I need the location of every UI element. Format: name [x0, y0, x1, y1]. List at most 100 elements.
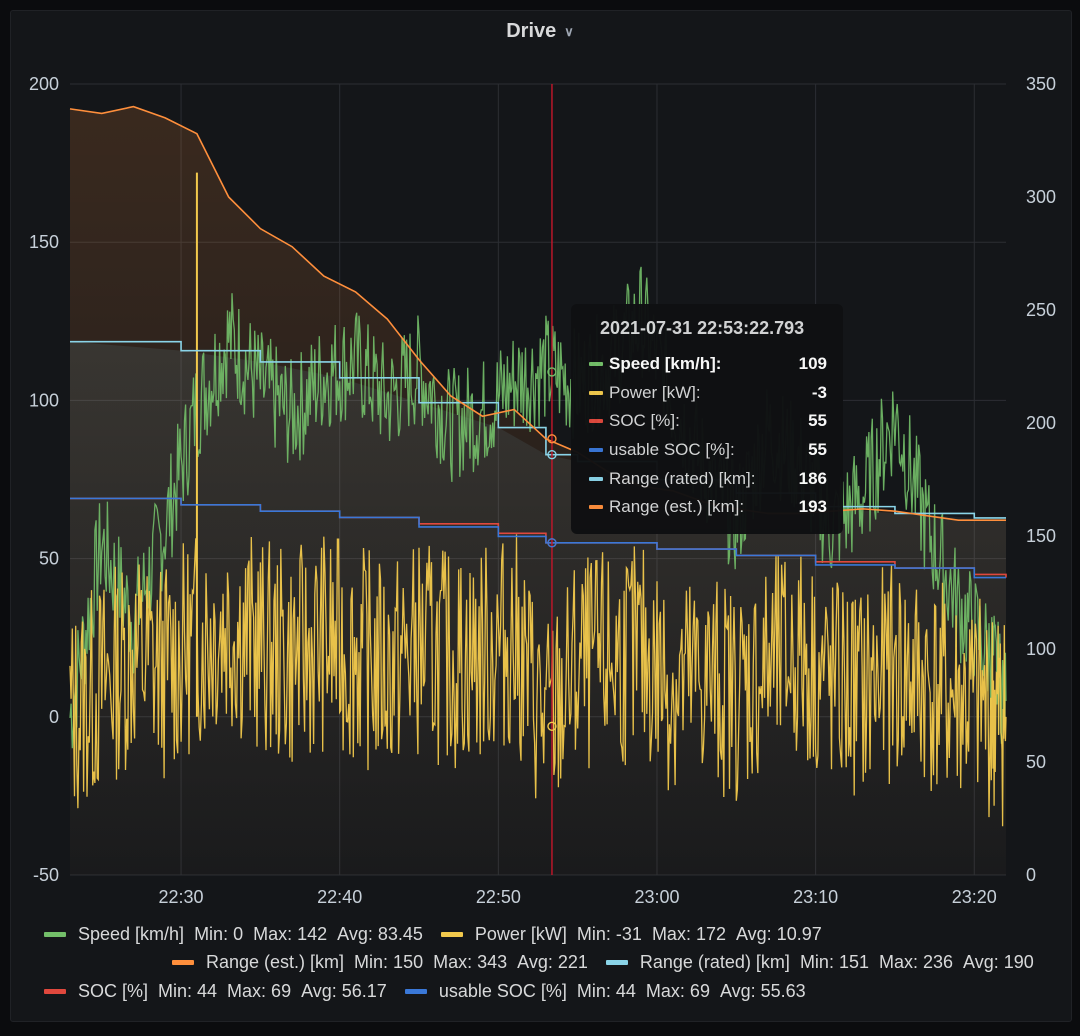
tooltip-row: SOC [%]: 55	[589, 407, 827, 436]
hover-point-marker	[547, 721, 557, 731]
legend-item-usable-soc[interactable]: usable SOC [%] Min: 44 Max: 69 Avg: 55.6…	[404, 981, 806, 1002]
series-line-range-est	[69, 105, 1006, 521]
legend-row-1: Speed [km/h] Min: 0 Max: 142 Avg: 83.45 …	[44, 924, 840, 945]
y-left-tick-label: 50	[39, 549, 59, 569]
y-right-tick-label: 50	[1026, 752, 1046, 772]
series-line-usable-soc	[70, 497, 1006, 579]
y-right-tick-label: 0	[1026, 865, 1036, 885]
legend-avg: Avg: 10.97	[735, 924, 822, 944]
y-left-tick-label: 200	[29, 74, 59, 94]
legend-avg: Avg: 55.63	[719, 981, 806, 1001]
series-line-speed	[69, 266, 1007, 749]
legend-max: Max: 172	[651, 924, 726, 944]
legend-min: Min: 151	[799, 952, 869, 972]
y-right-tick-label: 350	[1026, 74, 1056, 94]
legend-label: Speed [km/h]	[78, 924, 185, 944]
tooltip-series-value: 55	[808, 440, 827, 460]
legend-item-range-est[interactable]: Range (est.) [km] Min: 150 Max: 343 Avg:…	[172, 952, 588, 973]
legend-max: Max: 142	[253, 924, 328, 944]
x-tick-label: 22:30	[159, 887, 204, 907]
tooltip-series-value: 186	[798, 468, 827, 488]
legend-avg: Avg: 56.17	[301, 981, 387, 1001]
x-tick-label: 23:00	[634, 887, 679, 907]
y-left-tick-label: 100	[29, 390, 59, 410]
panel-title-text[interactable]: Drive	[506, 20, 557, 42]
legend-item-speed[interactable]: Speed [km/h] Min: 0 Max: 142 Avg: 83.45	[44, 924, 423, 945]
legend-swatch-speed	[44, 932, 66, 937]
legend-avg: Avg: 83.45	[337, 924, 423, 944]
tooltip-row: Power [kW]: -3	[589, 379, 827, 408]
range-rated-area	[70, 341, 1006, 875]
legend-label: Range (est.) [km]	[206, 952, 345, 972]
legend-avg: Avg: 190	[963, 952, 1034, 972]
legend-min: Min: 0	[194, 924, 244, 944]
y-right-tick-label: 150	[1026, 526, 1056, 546]
panel-title[interactable]: Drive ∨	[0, 20, 1080, 43]
tooltip-swatch	[589, 476, 603, 481]
tooltip-series-name: Range (est.) [km]:	[609, 497, 745, 517]
tooltip-row: usable SOC [%]: 55	[589, 436, 827, 465]
tooltip-time: 2021-07-31 22:53:22.793	[600, 318, 805, 338]
y-right-tick-label: 250	[1026, 300, 1056, 320]
y-right-tick-label: 300	[1026, 187, 1056, 207]
y-left-tick-label: 150	[29, 232, 59, 252]
legend-row-2: Range (est.) [km] Min: 150 Max: 343 Avg:…	[172, 952, 1034, 973]
legend-swatch-range-est	[172, 960, 194, 965]
x-tick-label: 22:40	[317, 887, 362, 907]
x-tick-label: 22:50	[476, 887, 521, 907]
legend-avg: Avg: 221	[517, 952, 588, 972]
legend-label: Range (rated) [km]	[639, 952, 790, 972]
legend-swatch-soc	[44, 989, 66, 994]
legend-row-3: SOC [%] Min: 44 Max: 69 Avg: 56.17 usabl…	[44, 981, 824, 1002]
legend-swatch-usable-soc	[404, 989, 427, 994]
tooltip-swatch	[589, 390, 603, 395]
tooltip-series-name: usable SOC [%]:	[609, 440, 735, 460]
legend-item-soc[interactable]: SOC [%] Min: 44 Max: 69 Avg: 56.17	[44, 981, 387, 1002]
legend-label: usable SOC [%]	[438, 981, 567, 1001]
legend-swatch-range-rated	[605, 960, 628, 965]
tooltip-series-name: Range (rated) [km]:	[609, 468, 756, 488]
tooltip-row: Range (rated) [km]: 186	[589, 464, 827, 493]
tooltip-series-value: -3	[811, 382, 827, 402]
tooltip-swatch	[589, 362, 603, 367]
hover-point-marker	[547, 538, 557, 548]
tooltip-series-value: 109	[798, 354, 827, 374]
hover-point-marker	[547, 367, 557, 377]
legend-label: Power [kW]	[474, 924, 567, 944]
tooltip-swatch	[589, 505, 603, 510]
legend-min: Min: -31	[576, 924, 642, 944]
series-line-power	[69, 534, 1007, 827]
tooltip-series-name: Speed [km/h]:	[609, 354, 722, 374]
legend-min: Min: 44	[158, 981, 218, 1001]
y-right-tick-label: 200	[1026, 413, 1056, 433]
tooltip-swatch	[589, 448, 603, 453]
legend-item-range-rated[interactable]: Range (rated) [km] Min: 151 Max: 236 Avg…	[605, 952, 1034, 973]
y-left-tick-label: 0	[49, 707, 59, 727]
chevron-down-icon[interactable]: ∨	[564, 23, 574, 39]
hover-point-marker	[547, 434, 557, 444]
tooltip-swatch	[589, 419, 603, 424]
tooltip-series-name: SOC [%]:	[609, 411, 680, 431]
legend-swatch-power	[440, 932, 463, 937]
tooltip-series-value: 193	[798, 497, 827, 517]
hover-point-marker	[547, 449, 557, 460]
x-tick-label: 23:20	[952, 887, 997, 907]
legend-max: Max: 343	[433, 952, 508, 972]
hover-tooltip: 2021-07-31 22:53:22.793 Speed [km/h]: 109…	[571, 304, 843, 534]
x-tick-label: 23:10	[793, 887, 838, 907]
legend-max: Max: 236	[878, 952, 954, 972]
y-left-tick-label: -50	[33, 865, 59, 885]
legend-min: Min: 44	[576, 981, 636, 1001]
legend-min: Min: 150	[354, 952, 424, 972]
legend-item-power[interactable]: Power [kW] Min: -31 Max: 172 Avg: 10.97	[440, 924, 822, 945]
legend-label: SOC [%]	[78, 981, 149, 1001]
y-right-tick-label: 100	[1026, 639, 1056, 659]
series-line-range-rated	[70, 340, 1006, 519]
legend-max: Max: 69	[645, 981, 710, 1001]
tooltip-row: Speed [km/h]: 109	[589, 350, 827, 379]
tooltip-row: Range (est.) [km]: 193	[589, 493, 827, 522]
tooltip-series-name: Power [kW]:	[609, 382, 701, 402]
tooltip-series-value: 55	[808, 411, 827, 431]
legend-max: Max: 69	[227, 981, 292, 1001]
